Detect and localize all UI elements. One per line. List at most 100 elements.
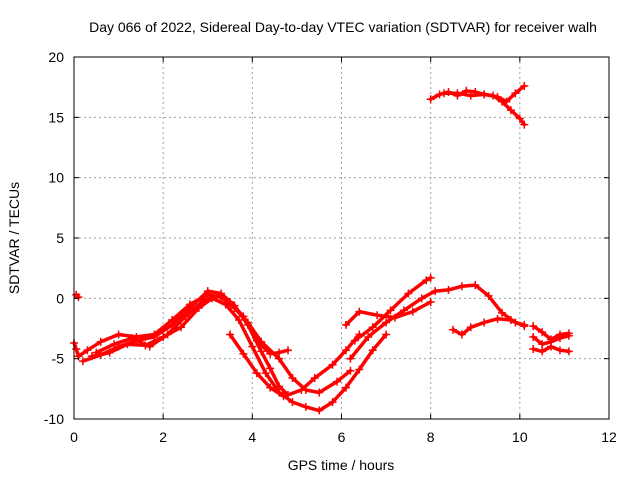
data-point: [261, 369, 270, 378]
data-point: [74, 293, 83, 302]
axis-ticks: [73, 56, 610, 420]
data-point: [538, 347, 547, 356]
x-axis-label: GPS time / hours: [288, 457, 395, 473]
data-point: [92, 348, 101, 357]
series-trace: [94, 294, 290, 356]
data-point: [555, 346, 564, 355]
y-tick-label: 15: [48, 109, 64, 125]
data-point: [368, 323, 377, 332]
series-track-j: [448, 314, 529, 339]
data-point: [203, 287, 212, 296]
data-point: [373, 311, 382, 320]
data-point: [239, 349, 248, 358]
data-point: [78, 357, 87, 366]
data-point: [404, 289, 413, 298]
data-point: [226, 330, 235, 339]
x-tick-label: 4: [248, 429, 256, 445]
data-point: [547, 335, 556, 344]
data-point: [127, 334, 136, 343]
data-point: [538, 328, 547, 337]
data-point: [520, 322, 529, 331]
data-point: [493, 314, 502, 323]
data-point: [515, 114, 524, 123]
data-point: [564, 329, 573, 338]
data-point: [506, 316, 515, 325]
series-track-n: [529, 342, 573, 356]
data-point: [346, 354, 355, 363]
series-track-l: [440, 81, 529, 106]
data-point: [529, 345, 538, 354]
data-point: [368, 346, 377, 355]
data-point: [382, 330, 391, 339]
data-point: [538, 340, 547, 349]
series-track-o: [529, 322, 573, 344]
x-tick-label: 0: [70, 429, 78, 445]
y-tick-label: 10: [48, 170, 64, 186]
y-tick-label: 20: [48, 49, 64, 65]
x-tick-label: 2: [159, 429, 167, 445]
data-point: [386, 306, 395, 315]
data-point: [440, 89, 449, 98]
data-point: [266, 383, 275, 392]
data-point: [315, 406, 324, 415]
data-point: [248, 342, 257, 351]
data-point: [333, 377, 342, 386]
data-point: [453, 89, 462, 98]
data-point: [310, 373, 319, 382]
data-point: [114, 330, 123, 339]
data-point: [431, 287, 440, 296]
data-series: [70, 81, 573, 415]
data-point: [466, 323, 475, 332]
data-point: [426, 95, 435, 104]
data-point: [181, 312, 190, 321]
series-track-e: [92, 291, 292, 358]
data-point: [252, 336, 261, 345]
data-point: [284, 346, 292, 355]
data-point: [506, 106, 515, 115]
data-point: [502, 97, 511, 106]
data-point: [87, 352, 96, 361]
data-point: [355, 307, 364, 316]
data-point: [346, 366, 355, 375]
data-point: [399, 306, 408, 315]
data-point: [279, 392, 288, 401]
data-point: [529, 322, 538, 331]
data-point: [408, 307, 417, 316]
data-point: [511, 89, 520, 98]
data-point: [444, 285, 453, 294]
data-point: [484, 291, 493, 300]
data-point: [435, 90, 444, 99]
data-point: [252, 369, 261, 378]
y-axis-label: SDTVAR / TECUs: [6, 182, 22, 294]
data-point: [520, 120, 529, 129]
data-point: [498, 308, 506, 317]
data-point: [457, 330, 466, 339]
y-tick-label: 5: [56, 230, 64, 246]
data-point: [341, 346, 350, 355]
data-point: [328, 360, 337, 369]
y-tick-label: 0: [56, 290, 64, 306]
series-track-f: [226, 330, 288, 401]
data-point: [83, 346, 92, 355]
data-point: [417, 294, 426, 303]
data-point: [564, 347, 573, 356]
data-point: [426, 297, 435, 306]
data-point: [96, 337, 105, 346]
data-point: [350, 336, 359, 345]
data-point: [226, 297, 235, 306]
data-point: [547, 342, 556, 351]
data-point: [288, 398, 297, 407]
data-point: [110, 340, 119, 349]
data-point: [234, 316, 243, 325]
data-point: [145, 342, 154, 351]
y-tick-label: -10: [44, 411, 64, 427]
data-point: [328, 398, 337, 407]
x-tick-label: 10: [512, 429, 528, 445]
data-point: [315, 388, 324, 397]
data-point: [105, 348, 114, 357]
data-point: [457, 282, 466, 291]
data-point: [471, 281, 480, 290]
data-point: [364, 332, 373, 341]
